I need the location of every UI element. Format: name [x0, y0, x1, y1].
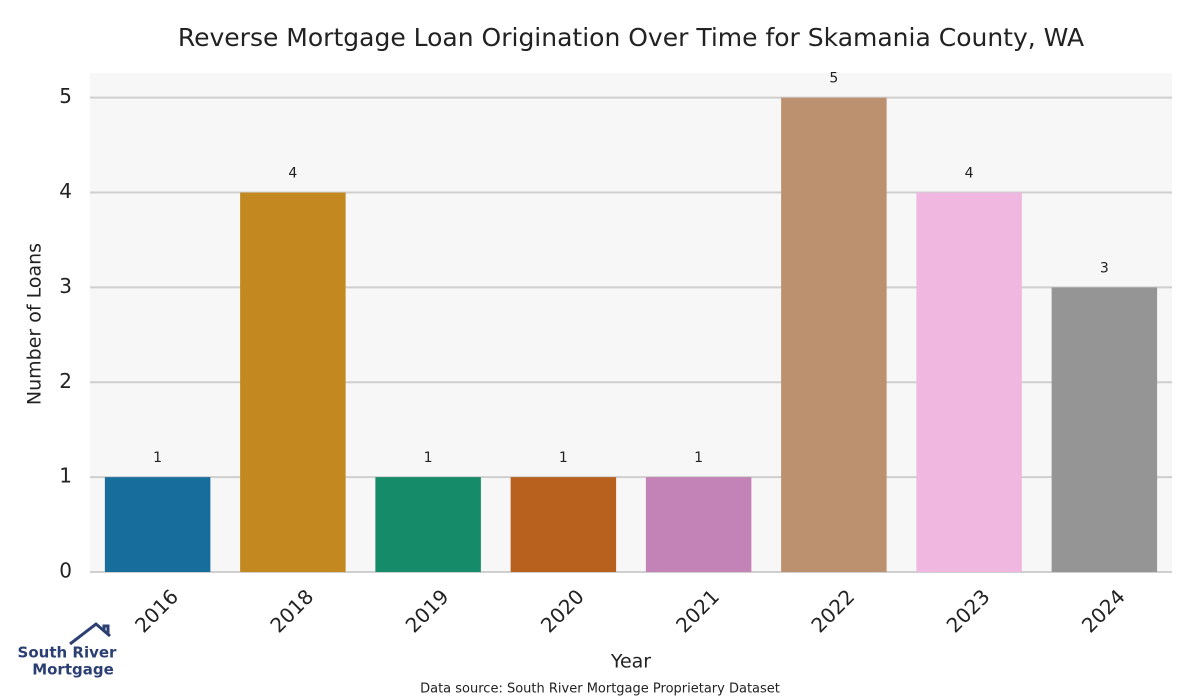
bar: [510, 477, 617, 572]
y-tick-label: 4: [59, 179, 72, 203]
value-label: 4: [965, 166, 974, 182]
x-tick-label: 2023: [942, 584, 995, 637]
value-label: 4: [288, 166, 297, 182]
x-tick-label: 2020: [536, 584, 589, 637]
y-tick-label: 3: [59, 274, 72, 298]
logo-text: Mortgage: [32, 661, 114, 679]
logo-roof: [69, 622, 111, 646]
x-tick-label: 2016: [130, 584, 183, 637]
x-tick-label: 2022: [806, 584, 859, 637]
value-label: 5: [829, 71, 838, 87]
bar: [645, 477, 752, 572]
value-label: 1: [424, 450, 433, 466]
y-tick-label: 0: [59, 559, 72, 583]
chart-title: Reverse Mortgage Loan Origination Over T…: [178, 23, 1084, 52]
y-tick-label: 5: [59, 84, 72, 108]
y-tick-label: 1: [59, 464, 72, 488]
x-tick-label: 2024: [1077, 584, 1130, 637]
logo: South River Mortgage: [18, 622, 118, 679]
y-tick-label: 2: [59, 369, 72, 393]
x-axis-label: Year: [610, 651, 651, 673]
bar: [781, 97, 887, 572]
x-tick-label: 2021: [671, 584, 724, 637]
y-axis-label: Number of Loans: [24, 243, 46, 405]
value-label: 1: [694, 450, 703, 466]
value-label: 3: [1100, 260, 1109, 276]
x-tick-label: 2018: [265, 584, 318, 637]
bar: [1051, 287, 1158, 572]
logo-text: South River: [18, 644, 118, 662]
x-tick-label: 2019: [401, 584, 454, 637]
value-label: 1: [559, 450, 568, 466]
bar: [104, 477, 211, 572]
bar: [916, 192, 1022, 572]
source-note: Data source: South River Mortgage Propri…: [420, 682, 780, 697]
bar: [240, 192, 346, 572]
value-label: 1: [153, 450, 162, 466]
bar: [375, 477, 481, 572]
